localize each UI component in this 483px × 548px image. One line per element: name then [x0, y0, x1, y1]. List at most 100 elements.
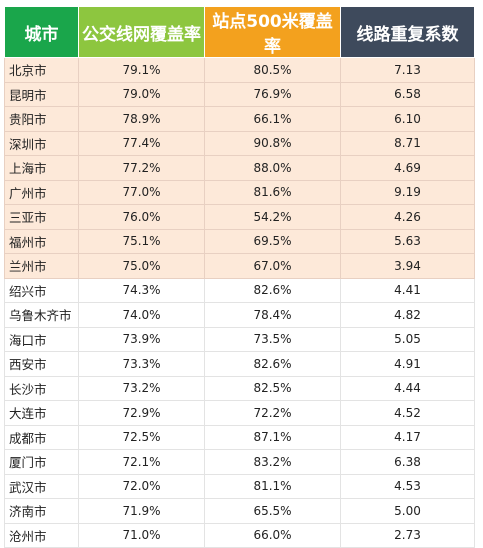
city-cell: 成都市 [4, 424, 79, 450]
table-row: 贵阳市 78.9% 66.1% 6.10 [4, 106, 475, 132]
station-coverage-cell: 83.2% [204, 449, 341, 475]
station-coverage-cell: 78.4% [204, 302, 341, 328]
header-bus-coverage: 公交线网覆盖率 [78, 6, 205, 58]
table-row: 成都市 72.5% 87.1% 4.17 [4, 424, 475, 450]
header-route-duplication: 线路重复系数 [340, 6, 475, 58]
route-duplication-cell: 5.05 [340, 326, 475, 352]
table-row: 深圳市 77.4% 90.8% 8.71 [4, 130, 475, 156]
bus-coverage-cell: 71.0% [78, 522, 205, 548]
bus-coverage-cell: 72.1% [78, 449, 205, 475]
table-row: 武汉市 72.0% 81.1% 4.53 [4, 473, 475, 499]
bus-coverage-cell: 77.4% [78, 130, 205, 156]
route-duplication-cell: 7.13 [340, 57, 475, 83]
table-row: 厦门市 72.1% 83.2% 6.38 [4, 449, 475, 475]
table-row: 福州市 75.1% 69.5% 5.63 [4, 228, 475, 254]
bus-coverage-cell: 77.0% [78, 179, 205, 205]
city-cell: 沧州市 [4, 522, 79, 548]
table-body: 北京市 79.1% 80.5% 7.13 昆明市 79.0% 76.9% 6.58 贵阳市 78.… [4, 57, 475, 548]
city-transit-table: 城市 公交线网覆盖率 站点500米覆盖率 线路重复系数 北京市 79.1% 80.5… [4, 6, 475, 548]
station-coverage-cell: 81.6% [204, 179, 341, 205]
table-row: 三亚市 76.0% 54.2% 4.26 [4, 204, 475, 230]
bus-coverage-cell: 71.9% [78, 498, 205, 524]
table-row: 长沙市 73.2% 82.5% 4.44 [4, 375, 475, 401]
station-coverage-cell: 82.6% [204, 351, 341, 377]
route-duplication-cell: 4.26 [340, 204, 475, 230]
route-duplication-cell: 9.19 [340, 179, 475, 205]
station-coverage-cell: 82.5% [204, 375, 341, 401]
city-cell: 绍兴市 [4, 277, 79, 303]
table-row: 沧州市 71.0% 66.0% 2.73 [4, 522, 475, 548]
route-duplication-cell: 5.63 [340, 228, 475, 254]
bus-coverage-cell: 77.2% [78, 155, 205, 181]
table-row: 兰州市 75.0% 67.0% 3.94 [4, 253, 475, 279]
table-row: 海口市 73.9% 73.5% 5.05 [4, 326, 475, 352]
route-duplication-cell: 4.41 [340, 277, 475, 303]
bus-coverage-cell: 72.5% [78, 424, 205, 450]
route-duplication-cell: 8.71 [340, 130, 475, 156]
bus-coverage-cell: 74.0% [78, 302, 205, 328]
city-cell: 海口市 [4, 326, 79, 352]
city-cell: 昆明市 [4, 81, 79, 107]
station-coverage-cell: 69.5% [204, 228, 341, 254]
table-row: 广州市 77.0% 81.6% 9.19 [4, 179, 475, 205]
table-row: 北京市 79.1% 80.5% 7.13 [4, 57, 475, 83]
table-row: 西安市 73.3% 82.6% 4.91 [4, 351, 475, 377]
city-cell: 兰州市 [4, 253, 79, 279]
route-duplication-cell: 3.94 [340, 253, 475, 279]
station-coverage-cell: 76.9% [204, 81, 341, 107]
city-cell: 贵阳市 [4, 106, 79, 132]
station-coverage-cell: 66.0% [204, 522, 341, 548]
city-cell: 三亚市 [4, 204, 79, 230]
route-duplication-cell: 4.17 [340, 424, 475, 450]
station-coverage-cell: 81.1% [204, 473, 341, 499]
station-coverage-cell: 54.2% [204, 204, 341, 230]
route-duplication-cell: 6.58 [340, 81, 475, 107]
route-duplication-cell: 6.38 [340, 449, 475, 475]
table-row: 绍兴市 74.3% 82.6% 4.41 [4, 277, 475, 303]
table-row: 乌鲁木齐市 74.0% 78.4% 4.82 [4, 302, 475, 328]
table-row: 昆明市 79.0% 76.9% 6.58 [4, 81, 475, 107]
station-coverage-cell: 65.5% [204, 498, 341, 524]
city-cell: 上海市 [4, 155, 79, 181]
station-coverage-cell: 72.2% [204, 400, 341, 426]
route-duplication-cell: 4.82 [340, 302, 475, 328]
station-coverage-cell: 80.5% [204, 57, 341, 83]
bus-coverage-cell: 79.0% [78, 81, 205, 107]
bus-coverage-cell: 75.1% [78, 228, 205, 254]
bus-coverage-cell: 78.9% [78, 106, 205, 132]
route-duplication-cell: 4.69 [340, 155, 475, 181]
header-station-coverage: 站点500米覆盖率 [204, 6, 341, 58]
city-cell: 长沙市 [4, 375, 79, 401]
city-cell: 厦门市 [4, 449, 79, 475]
city-cell: 大连市 [4, 400, 79, 426]
route-duplication-cell: 4.52 [340, 400, 475, 426]
table-row: 济南市 71.9% 65.5% 5.00 [4, 498, 475, 524]
table-row: 上海市 77.2% 88.0% 4.69 [4, 155, 475, 181]
station-coverage-cell: 87.1% [204, 424, 341, 450]
route-duplication-cell: 4.44 [340, 375, 475, 401]
bus-coverage-cell: 74.3% [78, 277, 205, 303]
station-coverage-cell: 73.5% [204, 326, 341, 352]
header-city: 城市 [4, 6, 79, 58]
city-cell: 乌鲁木齐市 [4, 302, 79, 328]
bus-coverage-cell: 79.1% [78, 57, 205, 83]
table-header: 城市 公交线网覆盖率 站点500米覆盖率 线路重复系数 [4, 6, 475, 58]
bus-coverage-cell: 75.0% [78, 253, 205, 279]
station-coverage-cell: 88.0% [204, 155, 341, 181]
station-coverage-cell: 82.6% [204, 277, 341, 303]
bus-coverage-cell: 72.9% [78, 400, 205, 426]
route-duplication-cell: 6.10 [340, 106, 475, 132]
route-duplication-cell: 2.73 [340, 522, 475, 548]
city-cell: 福州市 [4, 228, 79, 254]
city-cell: 深圳市 [4, 130, 79, 156]
bus-coverage-cell: 73.9% [78, 326, 205, 352]
station-coverage-cell: 67.0% [204, 253, 341, 279]
bus-coverage-cell: 73.2% [78, 375, 205, 401]
station-coverage-cell: 90.8% [204, 130, 341, 156]
station-coverage-cell: 66.1% [204, 106, 341, 132]
city-cell: 西安市 [4, 351, 79, 377]
city-cell: 武汉市 [4, 473, 79, 499]
city-cell: 济南市 [4, 498, 79, 524]
bus-coverage-cell: 76.0% [78, 204, 205, 230]
